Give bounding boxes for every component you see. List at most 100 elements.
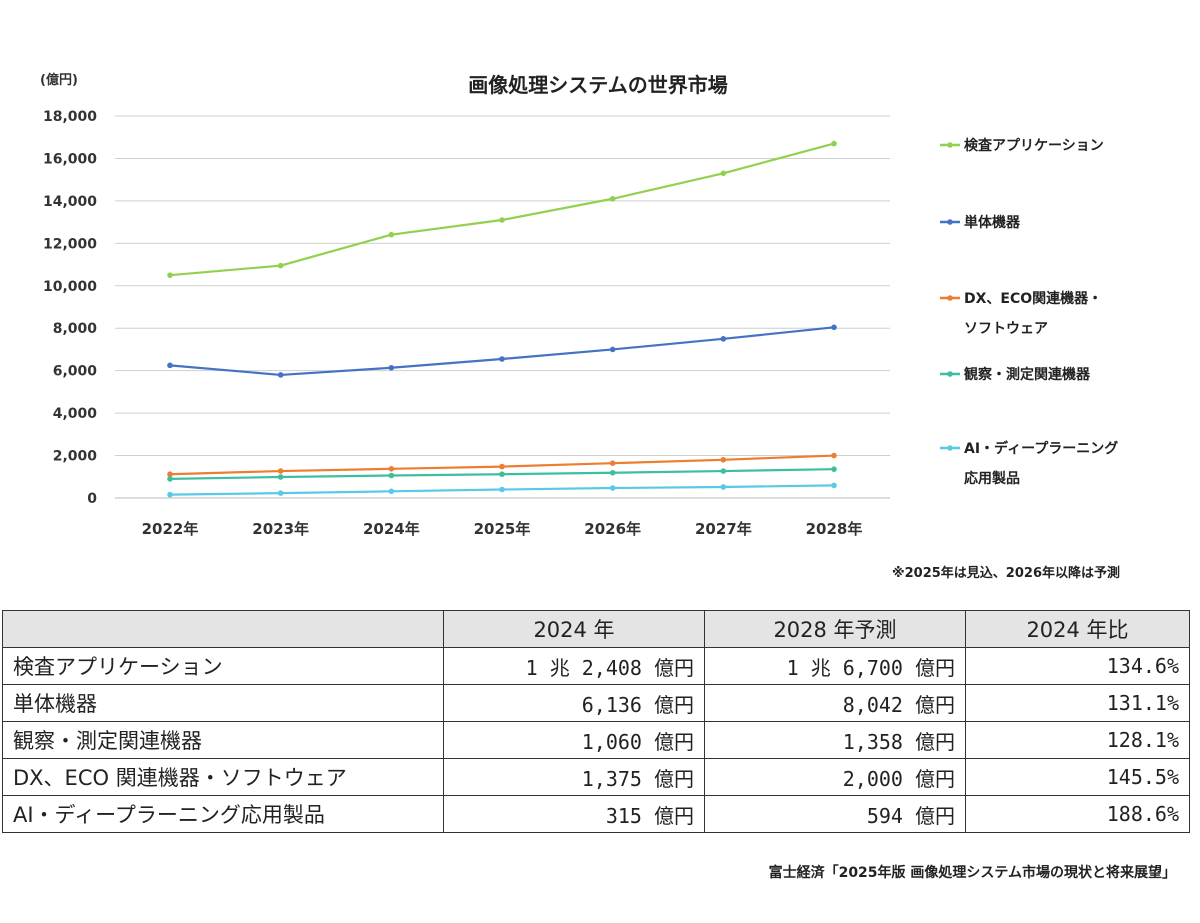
table-cell-ratio: 128.1% — [965, 721, 1190, 759]
table-row: AI・ディープラーニング応用製品 315 億円 594 億円 188.6% — [2, 795, 1190, 833]
legend-label: DX、ECO関連機器・ — [964, 290, 1102, 307]
y-axis-ticks: 0 2,000 4,000 6,000 8,000 10,000 12,000 14,000 1… — [43, 109, 97, 507]
table-header-cell: 2028 年予測 — [704, 610, 966, 648]
data-point — [720, 336, 727, 342]
series-1 — [167, 140, 837, 278]
legend-label: 単体機器 — [964, 214, 1021, 231]
data-point — [499, 463, 505, 470]
table-cell-2028: 1 兆 6,700 億円 — [704, 647, 966, 685]
market-summary-table: 2024 年 2028 年予測 2024 年比 検査アプリケーション 1 兆 2… — [2, 610, 1190, 833]
table-cell-2024: 1,060 億円 — [443, 721, 705, 759]
legend-label: 検査アプリケーション — [964, 137, 1104, 154]
legend-label: 応用製品 — [964, 470, 1020, 487]
table-cell-2028: 594 億円 — [704, 795, 966, 833]
table-header-cell — [2, 610, 444, 648]
data-point — [167, 362, 173, 369]
data-point — [609, 469, 616, 476]
table-cell-ratio: 145.5% — [965, 758, 1190, 796]
data-point — [609, 195, 616, 202]
data-point — [720, 484, 727, 490]
data-point — [167, 476, 173, 482]
series-4 — [167, 466, 837, 482]
data-point — [167, 491, 173, 498]
data-point — [609, 485, 616, 491]
y-tick-label: 4,000 — [53, 406, 98, 422]
series-line — [169, 142, 835, 277]
legend-swatch-marker — [947, 371, 953, 377]
legend-entry: 単体機器 — [940, 214, 1021, 231]
data-point — [499, 356, 505, 362]
data-point — [499, 217, 505, 223]
table-cell-2028: 1,358 億円 — [704, 721, 966, 759]
table-row: 観察・測定関連機器 1,060 億円 1,358 億円 128.1% — [2, 721, 1190, 759]
data-point — [831, 482, 837, 489]
data-point — [277, 468, 284, 474]
x-tick-label: 2023年 — [252, 520, 309, 538]
data-point — [388, 466, 395, 472]
data-point — [277, 262, 284, 269]
table-cell-category: 検査アプリケーション — [2, 647, 444, 685]
data-point — [277, 372, 284, 378]
data-point — [167, 471, 173, 478]
table-cell-2024: 315 億円 — [443, 795, 705, 833]
data-point — [609, 346, 616, 353]
table-row: DX、ECO 関連機器・ソフトウェア 1,375 億円 2,000 億円 145… — [2, 758, 1190, 796]
table-cell-category: AI・ディープラーニング応用製品 — [2, 795, 444, 833]
series-2 — [167, 324, 837, 378]
table-cell-category: 単体機器 — [2, 684, 444, 722]
x-axis-ticks: 2022年 2023年 2024年 2025年 2026年 2027年 2028年 — [142, 520, 863, 538]
legend-label: 観察・測定関連機器 — [964, 366, 1091, 383]
table-cell-category: DX、ECO 関連機器・ソフトウェア — [2, 758, 444, 796]
table-cell-ratio: 134.6% — [965, 647, 1190, 685]
data-point — [499, 471, 505, 478]
legend-entry: 検査アプリケーション — [940, 137, 1104, 154]
data-point — [831, 452, 837, 459]
y-tick-label: 16,000 — [43, 151, 97, 167]
y-tick-label: 18,000 — [43, 109, 97, 125]
series-5 — [167, 482, 837, 498]
x-tick-label: 2024年 — [363, 520, 420, 538]
data-point — [388, 472, 395, 479]
table-cell-2024: 1,375 億円 — [443, 758, 705, 796]
y-tick-label: 14,000 — [43, 194, 97, 210]
data-point — [388, 488, 395, 495]
data-point — [831, 140, 837, 147]
legend-swatch-marker — [947, 142, 953, 148]
data-point — [720, 468, 727, 474]
x-tick-label: 2027年 — [695, 520, 752, 538]
legend-entry: 観察・測定関連機器 — [940, 366, 1091, 383]
gridlines — [115, 115, 890, 499]
table-header-cell: 2024 年 — [443, 610, 705, 648]
series-3 — [167, 452, 837, 478]
legend-entry: DX、ECO関連機器・ソフトウェア — [940, 290, 1102, 337]
table-cell-2028: 8,042 億円 — [704, 684, 966, 722]
y-tick-label: 0 — [87, 491, 97, 507]
legend-entry: AI・ディープラーニング応用製品 — [940, 440, 1118, 487]
y-tick-label: 10,000 — [43, 279, 97, 295]
table-row: 単体機器 6,136 億円 8,042 億円 131.1% — [2, 684, 1190, 722]
x-tick-label: 2022年 — [142, 520, 199, 538]
y-tick-label: 2,000 — [53, 449, 98, 465]
line-chart: (億円) 画像処理システムの世界市場 0 2,000 4,000 6,000 8,000… — [40, 72, 1118, 538]
table-cell-ratio: 188.6% — [965, 795, 1190, 833]
x-tick-label: 2025年 — [474, 520, 531, 538]
y-tick-label: 6,000 — [53, 364, 98, 380]
x-tick-label: 2026年 — [584, 520, 641, 538]
data-point — [499, 486, 505, 493]
data-point — [277, 474, 284, 480]
chart-title: 画像処理システムの世界市場 — [468, 73, 727, 97]
forecast-note: ※2025年は見込、2026年以降は予測 — [891, 566, 1120, 581]
data-point — [388, 231, 395, 238]
data-point — [831, 324, 837, 331]
series-lines — [167, 140, 837, 498]
y-tick-label: 8,000 — [53, 321, 98, 337]
series-line — [169, 326, 835, 377]
data-point — [277, 490, 284, 496]
y-tick-label: 12,000 — [43, 236, 97, 252]
legend-swatch-marker — [947, 219, 953, 225]
data-point — [167, 272, 173, 278]
table-cell-ratio: 131.1% — [965, 684, 1190, 722]
data-point — [720, 457, 727, 463]
legend-label: ソフトウェア — [964, 321, 1048, 337]
data-point — [388, 364, 395, 371]
